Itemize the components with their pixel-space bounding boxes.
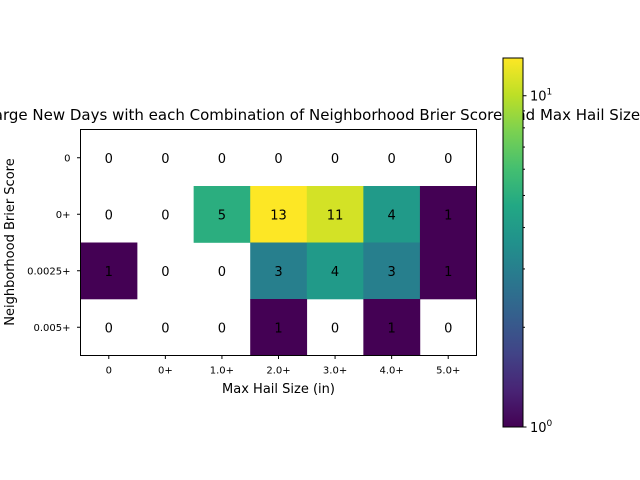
y-axis: 0 0+ 0.0025+ 0.005+ [27, 153, 81, 334]
cell-value-label: 5 [218, 208, 226, 223]
heatmap-cell [250, 242, 308, 300]
cell-value-label: 0 [161, 152, 169, 167]
y-tick-label: 0 [64, 153, 70, 164]
cell-value-label: 0 [331, 152, 339, 167]
cell-value-label: 0 [444, 321, 452, 336]
y-axis-label: Neighborhood Brier Score [3, 158, 18, 325]
y-tick-label: 0.005+ [33, 323, 70, 334]
cell-value-label: 0 [444, 152, 452, 167]
heatmap-cell [193, 186, 251, 243]
heatmap-cell [363, 242, 421, 300]
heatmap-cell [80, 242, 138, 300]
x-axis-label: Max Hail Size (in) [222, 382, 335, 397]
x-axis: 0 0+ 1.0+ 2.0+ 3.0+ 4.0+ 5.0+ [106, 355, 460, 377]
cell-value-label: 0 [218, 321, 226, 336]
cell-value-label: 0 [331, 321, 339, 336]
colorbar-tick-label: 101 [530, 88, 552, 105]
cell-value-label: 11 [327, 208, 344, 223]
y-tick-label: 0+ [56, 210, 71, 221]
x-tick-label: 0+ [158, 366, 173, 377]
x-tick-label: 3.0+ [323, 366, 347, 377]
x-tick-label: 0 [106, 366, 112, 377]
cell-value-label: 0 [388, 152, 396, 167]
x-tick-label: 4.0+ [379, 366, 403, 377]
heatmap-cell [306, 242, 364, 300]
x-tick-label: 2.0+ [266, 366, 290, 377]
cell-value-label: 4 [388, 208, 396, 223]
cell-value-label: 0 [218, 265, 226, 280]
cell-value-label: 0 [218, 152, 226, 167]
heatmap-cell [419, 242, 477, 300]
colorbar-tick-label: 100 [530, 419, 553, 436]
cell-value-label: 0 [105, 152, 113, 167]
cell-value-label: 0 [274, 152, 282, 167]
x-tick-label: 1.0+ [210, 366, 234, 377]
cell-value-label: 0 [161, 265, 169, 280]
cell-value-label: 1 [274, 321, 282, 336]
cell-value-label: 0 [105, 208, 113, 223]
y-tick-label: 0.0025+ [27, 266, 70, 277]
colorbar-gradient [502, 57, 524, 428]
heatmap-cell [250, 299, 308, 356]
heatmap-cell [363, 186, 421, 243]
cell-value-label: 0 [161, 321, 169, 336]
cell-value-label: 1 [388, 321, 396, 336]
cell-value-label: 3 [274, 265, 282, 280]
heatmap-cell [250, 186, 308, 243]
cell-value-label: 1 [444, 265, 452, 280]
heatmap-cell [419, 186, 477, 243]
cell-value-label: 1 [444, 208, 452, 223]
x-tick-label: 5.0+ [436, 366, 460, 377]
heatmap-cell [363, 299, 421, 356]
cell-value-label: 4 [331, 265, 339, 280]
colorbar: 100 101 [502, 57, 553, 436]
cell-value-label: 3 [388, 265, 396, 280]
colorbar-ticks: 100 101 [523, 88, 553, 436]
heatmap-cell-labels: 0 0 0 0 0 0 00 0 5 13 11 4 11 0 0 3 4 3 10 0 0 1 0 1 0 [105, 152, 453, 337]
cell-value-label: 0 [105, 321, 113, 336]
cell-value-label: 0 [161, 208, 169, 223]
heatmap-cell [306, 186, 364, 243]
heatmap-cells [80, 186, 477, 356]
chart-title: Count of Large New Days with each Combin… [0, 106, 640, 124]
cell-value-label: 13 [270, 208, 287, 223]
cell-value-label: 1 [105, 265, 113, 280]
